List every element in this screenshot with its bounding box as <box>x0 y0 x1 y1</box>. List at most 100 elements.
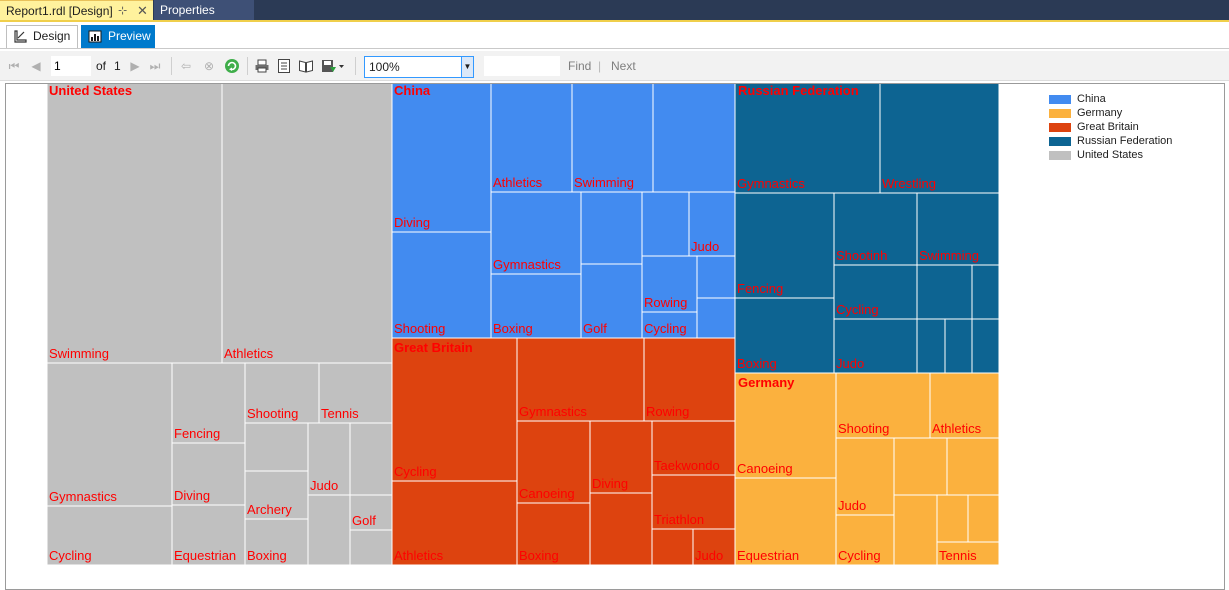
page-total: 1 <box>114 59 121 73</box>
tile-china <box>696 297 736 339</box>
last-page-icon[interactable]: ⏭ <box>149 59 161 73</box>
next-link[interactable]: Next <box>611 59 636 73</box>
page-number-input[interactable] <box>51 56 91 76</box>
tile-china <box>652 84 736 193</box>
doc-tab-report[interactable]: Report1.rdl [Design] ⊹ ✕ <box>0 0 153 20</box>
tile-united-states-tennis <box>318 362 393 424</box>
tile-label: Fencing <box>737 281 783 296</box>
tile-label: Athletics <box>224 346 274 361</box>
pin-icon[interactable]: ⊹ <box>118 5 128 17</box>
tile-great-britain-gymnastics <box>516 337 645 422</box>
tile-united-states-equestrian <box>171 504 246 566</box>
zoom-select[interactable]: 100% ▼ <box>364 56 474 78</box>
tile-great-britain-cycling <box>391 337 518 482</box>
tile-label: Equestrian <box>737 548 799 563</box>
tile-label: Cycling <box>49 548 92 563</box>
preview-chart-icon <box>88 30 102 43</box>
tile-great-britain <box>651 528 694 566</box>
tile-label: Gymnastics <box>519 404 587 419</box>
previous-page-icon[interactable]: ◀ <box>31 59 41 73</box>
tile-united-states <box>349 422 393 496</box>
tile-label: Boxing <box>247 548 287 563</box>
legend-swatch <box>1049 151 1071 160</box>
tab-design-label: Design <box>33 29 71 43</box>
tile-label: Swimming <box>574 175 634 190</box>
tile-label: Judo <box>310 478 338 493</box>
legend-label: Great Britain <box>1077 121 1139 133</box>
print-icon[interactable] <box>254 58 270 74</box>
tile-label: Golf <box>583 321 607 336</box>
doc-tab-report-label: Report1.rdl [Design] <box>6 4 113 18</box>
tile-china-gymnastics <box>490 191 582 275</box>
legend-swatch <box>1049 109 1071 118</box>
tile-russian-federation <box>916 318 946 374</box>
tile-germany-tennis <box>936 541 1000 566</box>
tile-united-states-golf <box>349 494 393 531</box>
tile-label: Swimming <box>49 346 109 361</box>
report-canvas: Swimming Athletics Gymnastics Cycling Fencin… <box>5 83 1225 590</box>
tile-label: Boxing <box>737 356 777 371</box>
tile-germany-athletics <box>929 372 1000 439</box>
tile-label: Diving <box>592 476 628 491</box>
tile-label: Boxing <box>493 321 533 336</box>
tab-preview[interactable]: Preview <box>81 25 155 48</box>
tile-russian-federation <box>916 264 973 320</box>
tile-label: Diving <box>174 488 210 503</box>
close-icon[interactable]: ✕ <box>137 3 148 18</box>
chart-legend: China Germany Great Britain Russian Federat… <box>1049 93 1219 163</box>
tile-russian-federation-cycling <box>833 264 918 320</box>
back-icon[interactable]: ⇦ <box>180 59 192 73</box>
tile-germany <box>967 494 1000 543</box>
print-layout-icon[interactable] <box>276 58 292 74</box>
tile-united-states-gymnastics <box>46 362 173 507</box>
next-page-icon[interactable]: ▶ <box>130 59 140 73</box>
tile-united-states-athletics <box>221 84 393 364</box>
legend-label: Russian Federation <box>1077 135 1173 147</box>
refresh-icon[interactable] <box>224 58 240 74</box>
tile-label: Athletics <box>493 175 543 190</box>
report-designer: Design Preview ⏮ ◀ of 1 ▶ ⏭ ⇦ ⊗ <box>0 20 1229 590</box>
legend-swatch <box>1049 123 1071 132</box>
find-link[interactable]: Find <box>568 59 592 73</box>
tile-label: Swimming <box>919 248 979 263</box>
tile-label: Golf <box>352 513 376 528</box>
page-setup-icon[interactable] <box>298 58 314 74</box>
first-page-icon[interactable]: ⏮ <box>8 59 20 73</box>
tile-china-judo <box>688 191 736 257</box>
tile-label: Cycling <box>836 302 879 317</box>
tile-united-states-fencing <box>171 362 246 444</box>
tile-china-diving <box>391 84 492 233</box>
legend-item: China <box>1049 93 1219 107</box>
legend-swatch <box>1049 95 1071 104</box>
legend-item: United States <box>1049 149 1219 163</box>
legend-label: United States <box>1077 149 1144 161</box>
tile-label: Wrestling <box>882 176 936 191</box>
tile-china-shooting <box>391 231 492 339</box>
tile-china-boxing <box>490 273 582 339</box>
tile-label: Archery <box>247 502 292 517</box>
tile-china-rowing <box>641 255 698 313</box>
stop-icon[interactable]: ⊗ <box>203 59 215 73</box>
doc-tab-properties[interactable]: Properties <box>154 0 254 20</box>
chevron-down-icon[interactable]: ▼ <box>461 57 473 77</box>
tile-germany <box>936 494 969 543</box>
tile-russian-federation-wrestling <box>879 84 1000 194</box>
tile-germany <box>893 437 948 496</box>
tab-design[interactable]: Design <box>6 25 78 48</box>
tile-label: Shooting <box>838 421 889 436</box>
tile-germany <box>893 494 938 566</box>
group-label-russian-federation: Russian Federation <box>738 84 859 98</box>
tile-united-states-cycling <box>46 505 173 566</box>
export-icon[interactable] <box>320 58 346 74</box>
find-input[interactable] <box>484 56 560 76</box>
legend-swatch <box>1049 137 1071 146</box>
tile-label: Boxing <box>519 548 559 563</box>
tile-great-britain-athletics <box>391 480 518 566</box>
find-separator: | <box>598 59 602 73</box>
group-label-china: China <box>394 84 431 98</box>
tile-label: Diving <box>394 215 430 230</box>
tile-label: Shooting <box>247 406 298 421</box>
tile-label: Judo <box>838 498 866 513</box>
tile-label: Equestrian <box>174 548 236 563</box>
tile-label: Cycling <box>394 464 437 479</box>
